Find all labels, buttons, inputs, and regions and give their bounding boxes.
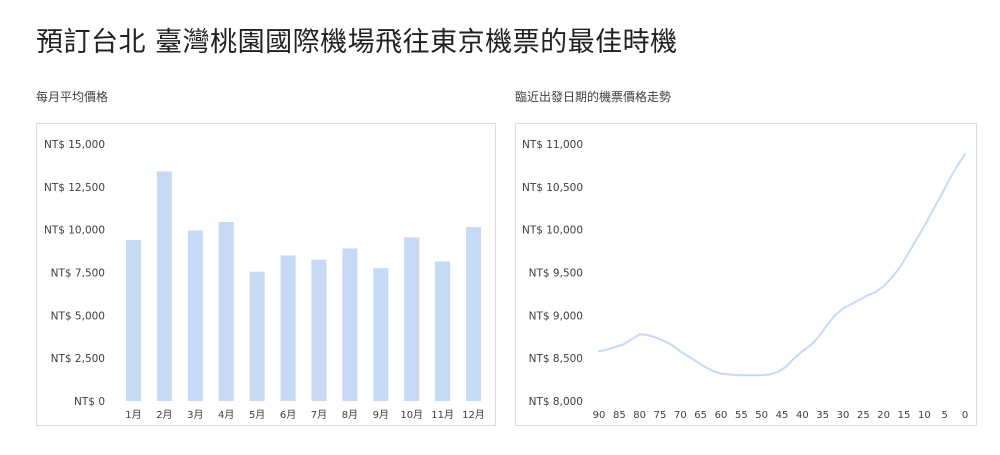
x-tick-label: 15: [898, 410, 911, 421]
x-tick-label: 30: [837, 410, 850, 421]
x-tick-label: 20: [877, 410, 890, 421]
x-tick-label: 45: [776, 410, 789, 421]
bar-4月: [218, 221, 234, 401]
x-tick-label: 10: [918, 410, 931, 421]
x-tick-label: 75: [654, 410, 667, 421]
page-title: 預訂台北 臺灣桃園國際機場飛往東京機票的最佳時機: [36, 27, 678, 58]
x-tick-label: 3月: [187, 409, 203, 421]
x-tick-label: 11月: [431, 409, 454, 421]
bar-12月: [466, 227, 482, 401]
x-tick-label: 80: [633, 410, 646, 421]
x-tick-label: 1月: [125, 409, 141, 421]
y-tick-label: NT$ 9,000: [529, 310, 583, 322]
monthly-price-chart: NT$ 0 NT$ 2,500 NT$ 5,000 NT$ 7,500 NT$ 10,0…: [36, 123, 496, 426]
monthly-chart-title: 每月平均價格: [36, 90, 109, 104]
y-tick-label: NT$ 11,000: [522, 139, 583, 151]
trend-chart-title: 臨近出發日期的機票價格走勢: [515, 90, 672, 104]
bar-3月: [187, 230, 203, 401]
y-tick-label: NT$ 10,000: [522, 225, 583, 237]
y-tick-label: NT$ 5,000: [51, 310, 105, 322]
x-tick-label: 12月: [462, 409, 485, 421]
price-trend-line: [598, 153, 966, 377]
x-tick-label: 85: [613, 410, 626, 421]
bar-8月: [342, 248, 358, 401]
x-tick-label: 10月: [400, 409, 423, 421]
y-tick-label: NT$ 9,500: [529, 268, 583, 280]
x-tick-label: 6月: [280, 409, 296, 421]
x-tick-label: 2月: [156, 409, 172, 421]
y-tick-label: NT$ 10,000: [44, 225, 105, 237]
bar-1月: [125, 239, 141, 401]
bar-9月: [373, 268, 389, 401]
monthly-bar-chart-svg: NT$ 0 NT$ 2,500 NT$ 5,000 NT$ 7,500 NT$ 10,0…: [44, 139, 485, 421]
x-tick-label: 90: [593, 410, 606, 421]
x-tick-label: 70: [674, 410, 687, 421]
y-tick-label: NT$ 12,500: [44, 182, 105, 194]
bar-5月: [249, 271, 265, 401]
bar-7月: [311, 259, 327, 401]
y-tick-label: NT$ 2,500: [51, 353, 105, 365]
price-trend-line-svg: NT$ 8,000 NT$ 8,500 NT$ 9,000 NT$ 9,500 NT$ …: [522, 139, 968, 421]
x-tick-label: 35: [816, 410, 829, 421]
x-tick-label: 60: [715, 410, 728, 421]
bar-6月: [280, 255, 296, 401]
bar-2月: [156, 171, 172, 401]
x-tick-label: 40: [796, 410, 809, 421]
x-tick-label: 9月: [373, 409, 389, 421]
x-tick-label: 5: [941, 410, 947, 421]
x-tick-label: 65: [694, 410, 707, 421]
price-trend-chart: NT$ 8,000 NT$ 8,500 NT$ 9,000 NT$ 9,500 NT$ …: [515, 123, 977, 426]
y-tick-label: NT$ 15,000: [44, 139, 105, 151]
x-tick-label: 50: [755, 410, 768, 421]
y-tick-label: NT$ 8,000: [529, 396, 583, 408]
x-tick-label: 8月: [342, 409, 358, 421]
bar-11月: [435, 261, 451, 401]
y-tick-label: NT$ 0: [74, 396, 105, 408]
x-tick-label: 0: [962, 410, 968, 421]
x-tick-label: 7月: [311, 409, 327, 421]
y-tick-label: NT$ 8,500: [529, 353, 583, 365]
x-tick-label: 4月: [218, 409, 234, 421]
x-tick-label: 25: [857, 410, 870, 421]
bar-10月: [404, 237, 420, 401]
x-tick-label: 5月: [249, 409, 265, 421]
y-tick-label: NT$ 7,500: [51, 268, 105, 280]
y-tick-label: NT$ 10,500: [522, 182, 583, 194]
x-tick-label: 55: [735, 410, 748, 421]
